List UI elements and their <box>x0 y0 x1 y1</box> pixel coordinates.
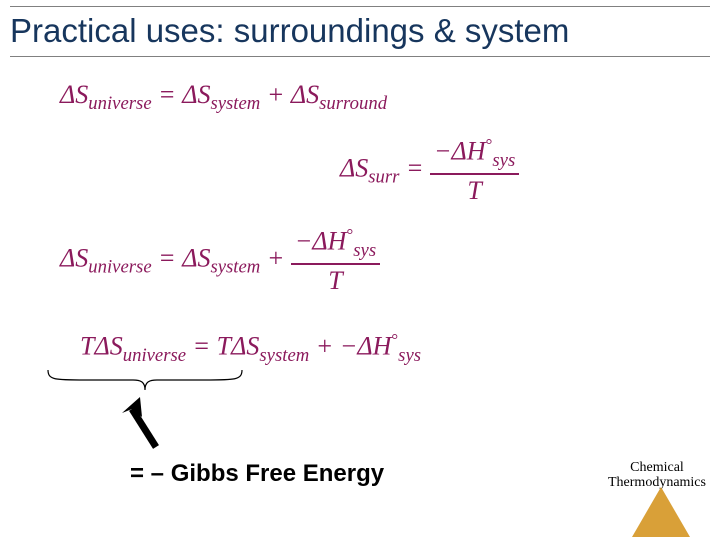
eq2-lhs-sub: surr <box>368 167 399 188</box>
rule-top <box>10 6 710 7</box>
rule-bottom <box>10 56 710 57</box>
eq3-num-pre: −ΔH <box>295 227 347 256</box>
equation-3: ΔSuniverse = ΔSsystem + −ΔH°sys T <box>60 225 380 296</box>
eq3-plus: + <box>267 243 291 272</box>
eq4-equals: = <box>193 332 217 361</box>
eq2-equals: = <box>406 153 430 182</box>
eq1-rhs-b: ΔS <box>291 80 319 109</box>
eq3-lhs-sub: universe <box>88 257 151 278</box>
eq4-plus: + <box>316 332 340 361</box>
eq3-num-sub: sys <box>353 240 376 261</box>
eq2-lhs: ΔS <box>340 153 368 182</box>
eq1-lhs-sub: universe <box>88 93 151 114</box>
eq4-rhs-a-sub: system <box>259 345 309 366</box>
eq1-rhs-a-sub: system <box>210 93 260 114</box>
eq3-equals: = <box>158 243 182 272</box>
footer-line1: Chemical <box>608 460 706 475</box>
eq3-rhs-a: ΔS <box>182 243 210 272</box>
eq3-den: T <box>291 263 380 296</box>
triangle-logo-icon <box>632 487 690 537</box>
slide-title: Practical uses: surroundings & system <box>10 12 569 50</box>
eq1-equals: = <box>158 80 182 109</box>
eq4-lhs: ΔS <box>94 332 122 361</box>
eq2-num-sub: sys <box>492 150 515 171</box>
equation-4: TΔSuniverse = TΔSsystem + −ΔH°sys <box>80 330 421 367</box>
annotation-gibbs: = – Gibbs Free Energy <box>130 460 384 488</box>
eq1-rhs-a: ΔS <box>182 80 210 109</box>
eq2-den: T <box>430 173 519 206</box>
equation-1: ΔSuniverse = ΔSsystem + ΔSsurround <box>60 80 387 115</box>
eq4-lhs-sub: universe <box>123 345 186 366</box>
eq3-rhs-a-sub: system <box>210 257 260 278</box>
arrow-icon <box>120 395 166 453</box>
slide: Practical uses: surroundings & system ΔS… <box>0 0 720 540</box>
eq1-plus: + <box>267 80 291 109</box>
eq2-fraction: −ΔH°sys T <box>430 135 519 206</box>
eq4-rhs-a-pre: T <box>217 332 231 361</box>
underbrace-icon <box>45 367 245 393</box>
eq4-rhs-a: ΔS <box>231 332 259 361</box>
eq2-num-pre: −ΔH <box>434 137 486 166</box>
eq1-lhs-delta: ΔS <box>60 80 88 109</box>
equation-2: ΔSsurr = −ΔH°sys T <box>340 135 519 206</box>
eq3-fraction: −ΔH°sys T <box>291 225 380 296</box>
eq4-rhs-b-pre: −ΔH <box>340 332 392 361</box>
eq1-rhs-b-sub: surround <box>319 93 387 114</box>
eq4-rhs-b-sub: sys <box>398 345 421 366</box>
eq3-lhs: ΔS <box>60 243 88 272</box>
eq4-lhs-pre: T <box>80 332 94 361</box>
